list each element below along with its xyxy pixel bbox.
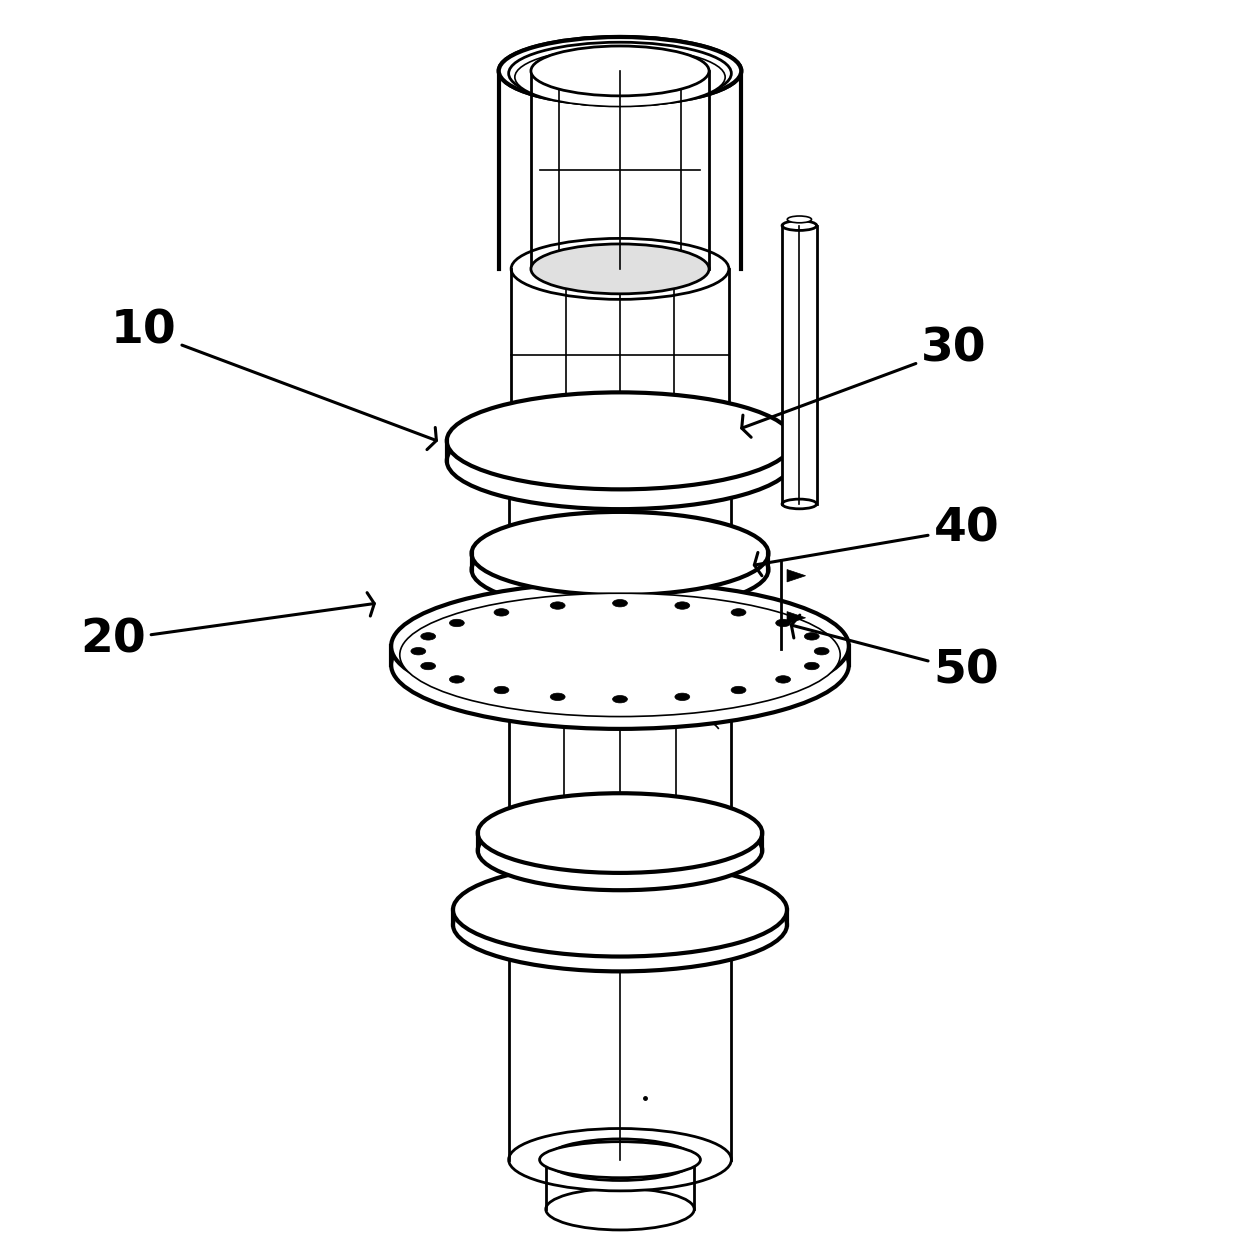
Ellipse shape [675,602,689,609]
Ellipse shape [410,648,425,655]
Ellipse shape [484,516,756,592]
Polygon shape [446,441,794,461]
Ellipse shape [613,696,627,702]
Polygon shape [508,919,732,1160]
Polygon shape [477,833,763,850]
Polygon shape [782,225,817,503]
Ellipse shape [399,593,841,716]
Text: 20: 20 [79,593,374,663]
Polygon shape [508,566,732,646]
Ellipse shape [391,600,849,728]
Ellipse shape [776,619,791,626]
Ellipse shape [461,397,779,485]
Text: 50: 50 [791,615,999,694]
Ellipse shape [446,413,794,510]
Ellipse shape [531,244,709,293]
Polygon shape [511,268,729,441]
Polygon shape [508,844,732,910]
Text: 30: 30 [742,327,987,438]
Ellipse shape [449,405,791,501]
Ellipse shape [815,648,830,655]
Ellipse shape [675,694,689,701]
Ellipse shape [420,633,435,640]
Ellipse shape [490,797,750,869]
Ellipse shape [508,628,732,690]
Ellipse shape [449,619,464,626]
Ellipse shape [511,239,729,300]
Polygon shape [546,1160,694,1209]
Ellipse shape [508,42,732,104]
Ellipse shape [471,528,769,612]
Ellipse shape [453,878,787,971]
Ellipse shape [546,1188,694,1231]
Ellipse shape [539,1141,701,1177]
Ellipse shape [479,520,761,599]
Polygon shape [787,612,806,624]
Ellipse shape [477,793,763,873]
Polygon shape [453,910,787,925]
Text: 40: 40 [754,506,999,576]
Ellipse shape [486,803,754,878]
Polygon shape [508,455,732,553]
Ellipse shape [551,694,565,701]
Polygon shape [787,569,806,582]
Ellipse shape [449,676,464,684]
Ellipse shape [508,813,732,875]
Ellipse shape [613,599,627,607]
Ellipse shape [465,866,775,953]
Polygon shape [508,659,732,833]
Ellipse shape [498,37,742,104]
Ellipse shape [454,400,786,493]
Ellipse shape [391,582,849,710]
Ellipse shape [508,888,732,950]
Ellipse shape [456,870,784,962]
Polygon shape [498,71,742,268]
Polygon shape [471,553,769,569]
Ellipse shape [403,592,837,713]
Ellipse shape [531,46,709,96]
Polygon shape [391,646,849,665]
Ellipse shape [446,393,794,490]
Ellipse shape [551,602,565,609]
Ellipse shape [494,609,508,617]
Ellipse shape [453,863,787,957]
Ellipse shape [782,221,817,230]
Ellipse shape [805,663,820,670]
Ellipse shape [546,1139,694,1181]
Ellipse shape [508,1129,732,1191]
Text: 10: 10 [110,308,436,450]
Ellipse shape [508,424,732,486]
Ellipse shape [782,500,817,508]
Ellipse shape [498,37,742,104]
Ellipse shape [494,686,508,694]
Ellipse shape [508,534,732,597]
Ellipse shape [420,663,435,670]
Ellipse shape [787,216,811,222]
Ellipse shape [776,676,791,684]
Ellipse shape [805,633,820,640]
Ellipse shape [471,512,769,595]
Ellipse shape [732,686,746,694]
Ellipse shape [477,810,763,890]
Ellipse shape [409,588,831,705]
Ellipse shape [732,609,746,617]
Ellipse shape [515,47,725,107]
